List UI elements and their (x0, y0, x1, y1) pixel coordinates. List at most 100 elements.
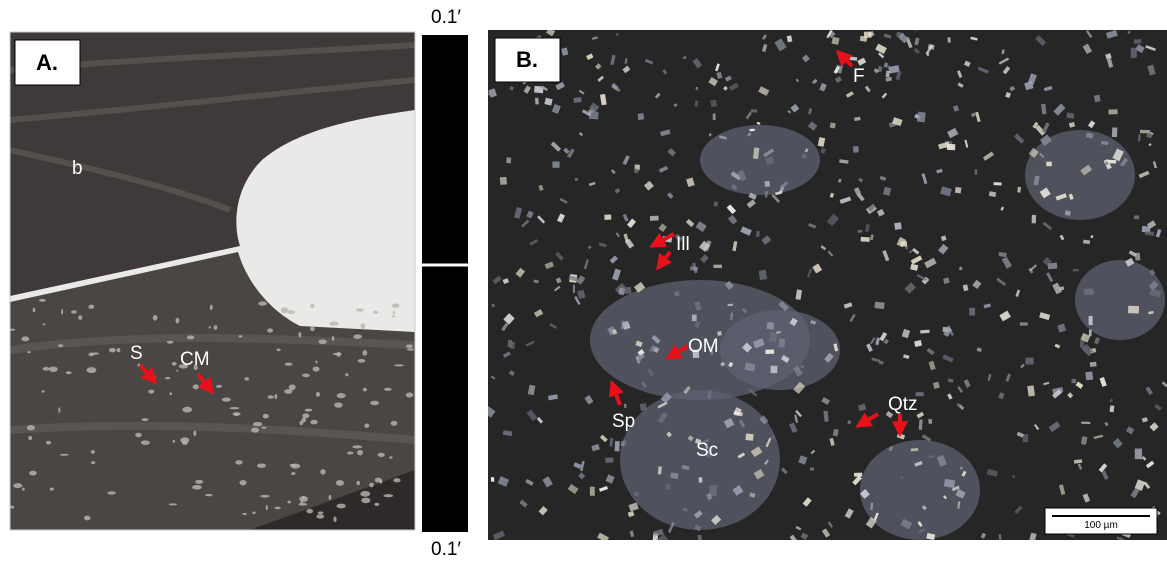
grain (969, 308, 975, 316)
grain (1020, 322, 1028, 326)
grain (764, 181, 769, 187)
grain (771, 366, 778, 373)
speck (320, 469, 325, 474)
speck (251, 427, 259, 432)
annotation: Sc (696, 440, 718, 461)
grain (604, 215, 611, 220)
grain (638, 113, 645, 120)
speck (302, 413, 309, 418)
grain (1089, 330, 1092, 337)
annotation: b (72, 158, 83, 179)
speck (361, 323, 365, 329)
speck (287, 501, 290, 504)
grain (650, 216, 659, 221)
grain (928, 419, 932, 424)
speck (364, 423, 369, 427)
grain (1025, 358, 1033, 365)
grain (756, 231, 760, 237)
speck (235, 460, 242, 465)
grain (1131, 48, 1137, 58)
speck (275, 394, 278, 399)
speck (337, 393, 346, 398)
grain (692, 315, 697, 322)
annotation: Qtz (888, 394, 918, 415)
grain (1017, 187, 1021, 193)
grain (640, 403, 647, 411)
speck (391, 421, 398, 426)
grain (960, 467, 963, 470)
grain (573, 285, 575, 293)
speck (347, 452, 354, 455)
grain (1032, 215, 1037, 224)
speck (10, 506, 14, 509)
speck (375, 478, 382, 483)
grain (779, 339, 785, 348)
grain (920, 330, 930, 334)
speck (334, 402, 342, 407)
annotation: S (130, 343, 143, 364)
speck (91, 450, 95, 454)
speck (242, 513, 246, 515)
speck (369, 483, 374, 488)
grain (1084, 288, 1094, 295)
grain (1081, 422, 1090, 424)
speck (109, 348, 116, 353)
grain (853, 146, 859, 153)
speck (88, 305, 94, 309)
grain (857, 230, 862, 233)
panel-label: A. (36, 50, 58, 75)
speck (193, 431, 196, 437)
grain (1090, 362, 1097, 367)
grain (767, 322, 775, 330)
speck (362, 350, 367, 356)
grain (750, 129, 755, 131)
speck (363, 388, 367, 392)
speck (78, 315, 82, 320)
grain (699, 477, 703, 483)
grain (615, 441, 620, 451)
speck (91, 461, 95, 464)
speck (205, 494, 212, 496)
speck (298, 503, 307, 506)
grain (1128, 306, 1139, 314)
speck (172, 362, 177, 366)
speck (229, 407, 239, 409)
grain (944, 479, 955, 488)
speck (356, 308, 364, 311)
grain (507, 340, 512, 347)
speck (356, 481, 360, 485)
speck (267, 328, 273, 332)
grain (1105, 161, 1108, 165)
speck (336, 480, 344, 486)
speck (209, 326, 212, 328)
speck (182, 407, 192, 413)
speck (39, 299, 46, 302)
speck (361, 498, 370, 504)
speck (299, 496, 308, 502)
grain (1059, 286, 1064, 290)
grain (854, 473, 862, 477)
grain (506, 157, 511, 163)
speck (329, 322, 338, 326)
grain (670, 472, 678, 479)
grain (1072, 269, 1078, 272)
speck (175, 318, 179, 324)
speck (287, 310, 294, 314)
speck (392, 315, 395, 317)
grain (874, 302, 884, 310)
speck (290, 464, 297, 466)
speck (306, 509, 313, 513)
annotation: CM (180, 349, 210, 370)
panel-label: B. (516, 47, 538, 72)
grain (861, 237, 870, 242)
speck (263, 414, 269, 419)
speck (135, 433, 142, 438)
grain (674, 291, 679, 296)
grain (1135, 449, 1142, 460)
grain (1012, 475, 1015, 478)
grain (765, 350, 774, 354)
speck (360, 491, 370, 497)
speck (153, 315, 158, 321)
grain (696, 87, 698, 90)
speck (373, 311, 378, 314)
